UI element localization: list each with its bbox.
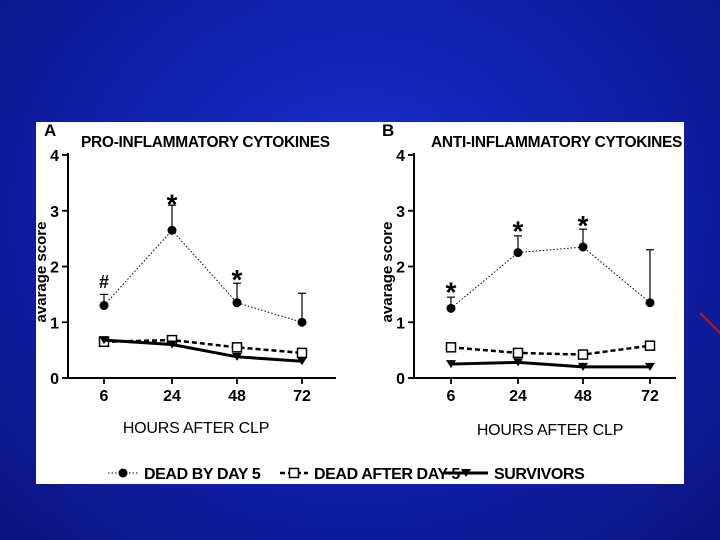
legend-label: DEAD BY DAY 5 xyxy=(144,466,261,483)
y-tick-label: 4 xyxy=(50,148,59,165)
data-point xyxy=(232,298,242,308)
data-point xyxy=(578,242,588,252)
y-tick-label: 3 xyxy=(396,204,405,221)
decorative-line xyxy=(699,312,720,335)
data-point xyxy=(513,248,523,258)
data-point xyxy=(297,317,307,327)
x-tick-label: 48 xyxy=(228,388,246,405)
x-axis-label: HOURS AFTER CLP xyxy=(123,420,269,437)
x-tick-label: 24 xyxy=(163,388,181,405)
data-point xyxy=(446,303,456,313)
significance-annotation: * xyxy=(578,210,589,241)
y-tick-label: 2 xyxy=(50,260,59,277)
legend-label: SURVIVORS xyxy=(494,466,585,483)
series-line-2 xyxy=(450,344,651,356)
data-point xyxy=(644,340,656,351)
significance-annotation: * xyxy=(232,264,243,295)
data-point xyxy=(297,357,307,366)
data-point xyxy=(232,352,242,361)
x-tick-label: 72 xyxy=(641,388,659,405)
data-point xyxy=(167,340,177,349)
panel-label: A xyxy=(44,122,56,140)
x-tick-label: 6 xyxy=(100,388,109,405)
x-tick-label: 72 xyxy=(293,388,311,405)
legend: DEAD BY DAY 5 DEAD AFTER DAY 5 SURVIVORS xyxy=(108,466,585,483)
significance-annotation: * xyxy=(446,277,457,308)
chart-panel-b: B ANTI-INFLAMMATORY CYTOKINES avarage scor… xyxy=(379,122,682,439)
data-point xyxy=(512,347,524,359)
legend-label: DEAD AFTER DAY 5 xyxy=(314,466,460,483)
y-tick-label: 4 xyxy=(396,148,405,165)
x-tick-label: 24 xyxy=(509,388,527,405)
data-point xyxy=(645,298,655,308)
y-tick-label: 2 xyxy=(396,260,405,277)
chart-title: PRO-INFLAMMATORY CYTOKINES xyxy=(81,134,330,151)
chart-title: ANTI-INFLAMMATORY CYTOKINES xyxy=(431,134,682,151)
y-axis-label: avarage score xyxy=(379,222,396,323)
figure-panel: A PRO-INFLAMMATORY CYTOKINES avarage score… xyxy=(36,122,684,484)
data-point xyxy=(446,360,456,369)
significance-annotation: # xyxy=(99,272,109,292)
series-line-1 xyxy=(450,246,651,309)
data-point xyxy=(578,362,588,371)
legend-marker-square xyxy=(288,467,300,479)
y-axis-label: avarage score xyxy=(36,222,50,323)
data-point xyxy=(167,225,177,235)
data-point xyxy=(577,349,589,360)
x-axis-label: HOURS AFTER CLP xyxy=(477,422,623,439)
legend-marker-triangle xyxy=(461,469,471,477)
data-point xyxy=(645,362,655,371)
y-tick-label: 1 xyxy=(396,315,405,332)
data-point xyxy=(231,342,243,353)
legend-marker-circle xyxy=(118,468,128,478)
y-tick-label: 0 xyxy=(396,371,405,388)
data-point xyxy=(296,347,308,359)
cytokine-figure: A PRO-INFLAMMATORY CYTOKINES avarage score… xyxy=(36,122,682,483)
panel-label: B xyxy=(382,122,394,140)
chart-panel-a: A PRO-INFLAMMATORY CYTOKINES avarage score… xyxy=(36,122,336,437)
y-tick-label: 3 xyxy=(50,204,59,221)
y-tick-label: 1 xyxy=(50,315,59,332)
series-line-3 xyxy=(103,338,303,363)
x-tick-label: 6 xyxy=(447,388,456,405)
y-tick-label: 0 xyxy=(50,371,59,388)
significance-annotation: * xyxy=(167,189,178,220)
data-point xyxy=(445,342,457,353)
significance-annotation: * xyxy=(513,215,524,246)
series-line-1 xyxy=(103,229,303,323)
x-tick-label: 48 xyxy=(574,388,592,405)
data-point xyxy=(99,336,109,345)
data-point xyxy=(99,301,109,311)
series-line-3 xyxy=(450,360,650,369)
data-point xyxy=(513,358,523,367)
